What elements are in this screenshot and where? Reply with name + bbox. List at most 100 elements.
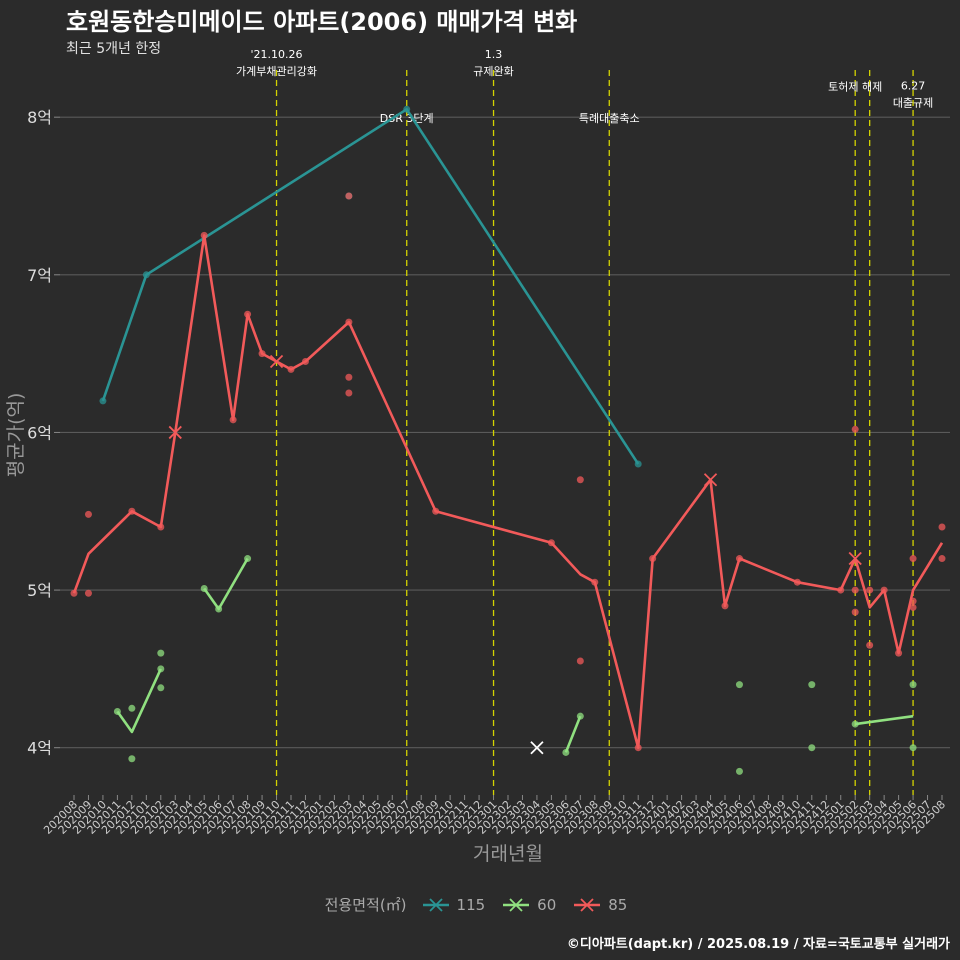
data-point: [576, 657, 584, 665]
data-point: [909, 681, 917, 689]
legend-key-cross: [428, 897, 443, 912]
chart-title: 호원동한승미메이드 아파트(2006) 매매가격 변화: [66, 8, 578, 36]
data-point: [938, 523, 946, 531]
series-line: [72, 234, 944, 749]
legend: 전용면적(㎡) 115 60 85: [0, 894, 960, 915]
data-point: [229, 416, 237, 424]
data-point: [649, 555, 657, 563]
legend-title: 전용면적(㎡): [324, 896, 407, 914]
y-axis-label: 평균가(억): [5, 393, 27, 478]
data-point: [244, 555, 252, 563]
legend-key-icon: [574, 897, 601, 912]
data-point: [128, 507, 136, 515]
legend-key-cross: [509, 897, 523, 912]
data-point: [157, 523, 165, 531]
cross-marker: [269, 354, 284, 369]
legend-label: 85: [608, 895, 628, 914]
data-point: [735, 681, 743, 689]
data-point: [909, 744, 917, 752]
event-label: 특례대출축소: [579, 112, 640, 125]
data-point: [345, 318, 353, 326]
data-point: [634, 460, 642, 468]
data-point: [909, 603, 917, 611]
data-point: [70, 589, 78, 597]
legend-item-115: 115: [421, 895, 486, 915]
legend-key-cross: [580, 897, 594, 912]
data-point: [84, 510, 92, 518]
data-point: [880, 586, 888, 594]
data-point: [215, 605, 223, 613]
event-label: 1.3: [485, 48, 503, 61]
data-point: [837, 586, 845, 594]
data-point: [735, 555, 743, 563]
series-line: [101, 108, 640, 465]
data-point: [735, 767, 743, 775]
data-point: [287, 365, 295, 373]
legend-item-60: 60: [501, 895, 556, 915]
data-point: [909, 597, 917, 605]
cross-stroke: [168, 425, 182, 440]
data-point: [157, 684, 165, 692]
data-point: [851, 720, 859, 728]
legend-label: 115: [456, 895, 486, 914]
cross-stroke: [530, 741, 544, 755]
event-label: 규제완화: [473, 65, 513, 78]
data-point: [851, 425, 859, 433]
data-point: [345, 389, 353, 397]
event-label: 6.27: [901, 79, 926, 92]
series-line: [855, 714, 914, 726]
cross-stroke: [269, 354, 284, 369]
data-point: [634, 744, 642, 752]
legend-key-icon: [503, 897, 530, 912]
data-point: [591, 578, 599, 586]
data-point: [128, 704, 136, 712]
chart-subtitle: 최근 5개년 한정: [66, 41, 162, 57]
data-point: [157, 649, 165, 657]
y-tick-label: 5억: [27, 581, 52, 600]
y-tick-label: 8억: [27, 108, 52, 127]
data-point: [345, 373, 353, 381]
data-point: [895, 649, 903, 657]
event-label: 가계부채관리강화: [236, 65, 317, 78]
data-point: [403, 105, 411, 113]
data-point: [909, 555, 917, 563]
event-label: DSR 3단계: [380, 112, 434, 125]
data-point: [301, 358, 309, 366]
legend-key-icon: [422, 897, 449, 912]
legend-item-85: 85: [572, 895, 627, 915]
data-point: [200, 231, 208, 239]
data-point: [721, 602, 729, 610]
y-axis: 4억 5억 6억 7억 8억: [27, 108, 60, 758]
grid-lines: [60, 116, 950, 749]
data-point: [793, 578, 801, 586]
data-point: [547, 539, 555, 547]
data-point: [99, 397, 107, 405]
event-label: 대출규제: [893, 96, 933, 109]
cross-marker: [530, 741, 544, 755]
cross-marker: [848, 551, 862, 566]
cross-stroke: [848, 551, 862, 566]
y-tick-label: 6억: [27, 423, 52, 442]
data-point: [576, 712, 584, 720]
data-point: [432, 507, 440, 515]
y-tick-label: 4억: [27, 739, 52, 758]
data-point: [866, 586, 874, 594]
x-axis: 2020082020092020102020112020122021012021…: [41, 795, 948, 837]
data-point: [258, 350, 266, 358]
data-point: [244, 310, 252, 318]
data-point: [562, 748, 570, 756]
data-point: [576, 476, 584, 484]
series-line: [564, 715, 582, 753]
data-point: [851, 608, 859, 616]
data-point: [808, 681, 816, 689]
data-point: [200, 584, 208, 592]
data-point: [157, 665, 165, 673]
data-point: [938, 555, 946, 563]
series-line: [203, 557, 249, 611]
data-point: [128, 755, 136, 763]
data-point: [808, 744, 816, 752]
data-point: [345, 192, 353, 200]
data-point: [84, 589, 92, 597]
